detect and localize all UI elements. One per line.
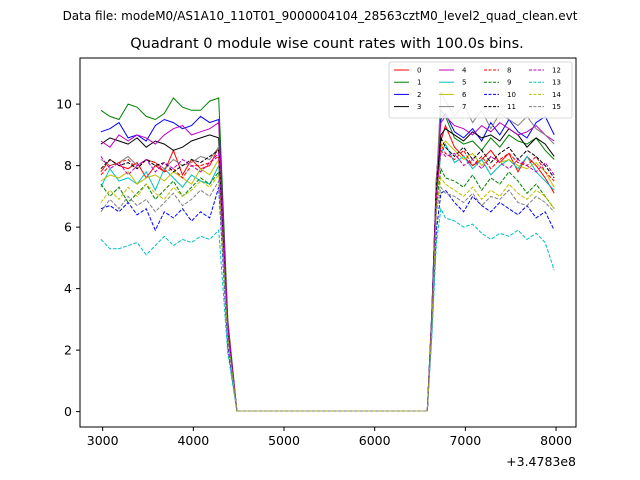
x-tick-label: 8000 — [540, 433, 572, 448]
y-tick-label: 6 — [64, 220, 72, 235]
x-offset-label: +3.4783e8 — [506, 454, 576, 469]
legend-label-1: 1 — [417, 79, 421, 87]
legend-label-8: 8 — [507, 67, 511, 75]
legend-label-11: 11 — [507, 103, 516, 111]
legend-label-5: 5 — [462, 79, 466, 87]
legend-label-9: 9 — [507, 79, 511, 87]
x-tick-label: 3000 — [87, 433, 119, 448]
y-axis: 0 2 4 6 8 10 — [56, 97, 80, 419]
series-line-15 — [100, 179, 555, 412]
legend-label-13: 13 — [552, 79, 561, 87]
legend-label-3: 3 — [417, 103, 421, 111]
y-tick-label: 0 — [64, 404, 72, 419]
legend-box — [388, 61, 573, 119]
y-tick-label: 4 — [64, 281, 72, 296]
x-axis: 3000 4000 5000 6000 7000 8000 — [87, 427, 572, 448]
y-tick-label: 10 — [56, 97, 72, 112]
y-tick-label: 2 — [64, 343, 72, 358]
x-tick-label: 6000 — [359, 433, 391, 448]
axes-background — [80, 58, 576, 427]
legend-label-14: 14 — [552, 91, 561, 99]
legend-label-10: 10 — [507, 91, 516, 99]
series-layer — [100, 91, 555, 412]
legend-label-2: 2 — [417, 91, 421, 99]
y-tick-label: 8 — [64, 158, 72, 173]
legend-label-6: 6 — [462, 91, 467, 99]
legend-label-12: 12 — [552, 67, 561, 75]
x-tick-label: 4000 — [177, 433, 209, 448]
chart-title: Quadrant 0 module wise count rates with … — [130, 36, 524, 52]
legend-label-4: 4 — [462, 67, 467, 75]
axes-frame — [79, 57, 577, 428]
series-line-14 — [100, 173, 555, 412]
legend-label-0: 0 — [417, 67, 421, 75]
x-tick-label: 5000 — [268, 433, 300, 448]
x-tick-label: 7000 — [449, 433, 481, 448]
figure-suptitle: Data file: modeM0/AS1A10_110T01_90000041… — [63, 9, 578, 23]
series-line-12 — [100, 148, 555, 412]
legend-label-15: 15 — [552, 103, 561, 111]
legend-label-7: 7 — [462, 103, 466, 111]
